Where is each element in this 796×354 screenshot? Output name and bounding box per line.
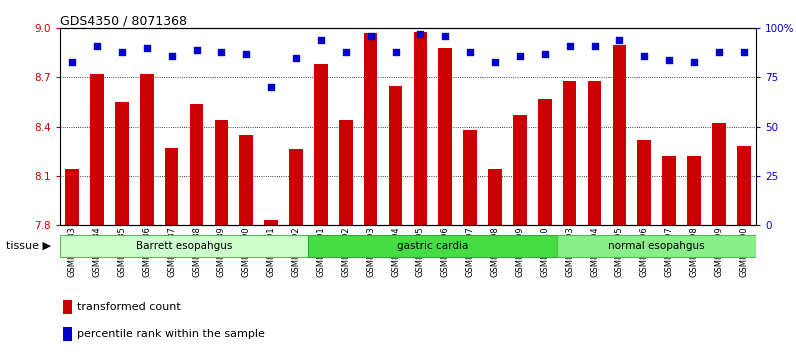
FancyBboxPatch shape — [308, 235, 557, 257]
Point — [513, 53, 526, 59]
Bar — [587, 81, 601, 225]
Bar — [115, 102, 129, 225]
Bar — [63, 300, 72, 314]
Text: normal esopahgus: normal esopahgus — [608, 240, 705, 251]
Bar — [488, 169, 501, 225]
Bar — [339, 120, 353, 225]
Point — [91, 43, 103, 49]
Point — [613, 37, 626, 43]
Point — [564, 43, 576, 49]
Point — [190, 47, 203, 53]
Bar — [463, 130, 477, 225]
Text: transformed count: transformed count — [77, 302, 181, 312]
Bar — [65, 169, 79, 225]
Bar — [712, 123, 726, 225]
Point — [115, 49, 128, 55]
Text: percentile rank within the sample: percentile rank within the sample — [77, 329, 265, 339]
Bar — [314, 64, 328, 225]
Bar — [388, 86, 402, 225]
Point — [712, 49, 725, 55]
Bar — [240, 135, 253, 225]
Bar — [90, 74, 103, 225]
Bar — [289, 149, 302, 225]
Bar — [215, 120, 228, 225]
Point — [166, 53, 178, 59]
Bar — [189, 104, 203, 225]
Bar — [63, 327, 72, 341]
Point — [389, 49, 402, 55]
Point — [538, 51, 551, 57]
Point — [737, 49, 750, 55]
Bar — [538, 99, 552, 225]
Bar — [513, 115, 527, 225]
Bar — [563, 81, 576, 225]
Point — [240, 51, 252, 57]
Point — [489, 59, 501, 64]
Point — [339, 49, 352, 55]
FancyBboxPatch shape — [557, 235, 756, 257]
Point — [688, 59, 700, 64]
Point — [414, 32, 427, 37]
Bar — [687, 156, 700, 225]
Point — [140, 45, 153, 51]
Point — [464, 49, 477, 55]
Point — [439, 33, 451, 39]
Text: tissue ▶: tissue ▶ — [6, 240, 51, 251]
Bar — [737, 146, 751, 225]
Point — [365, 33, 377, 39]
Point — [314, 37, 327, 43]
Point — [663, 57, 676, 63]
Point — [265, 84, 278, 90]
Bar — [165, 148, 178, 225]
Point — [588, 43, 601, 49]
Point — [638, 53, 650, 59]
Text: Barrett esopahgus: Barrett esopahgus — [136, 240, 232, 251]
Point — [290, 55, 302, 61]
Point — [66, 59, 79, 64]
Bar — [364, 33, 377, 225]
Bar — [140, 74, 154, 225]
Bar — [414, 32, 427, 225]
Bar — [638, 140, 651, 225]
Text: gastric cardia: gastric cardia — [397, 240, 469, 251]
Bar — [613, 45, 626, 225]
Text: GDS4350 / 8071368: GDS4350 / 8071368 — [60, 14, 187, 27]
Bar — [264, 220, 278, 225]
Bar — [662, 156, 676, 225]
Bar — [439, 48, 452, 225]
Point — [215, 49, 228, 55]
FancyBboxPatch shape — [60, 235, 308, 257]
